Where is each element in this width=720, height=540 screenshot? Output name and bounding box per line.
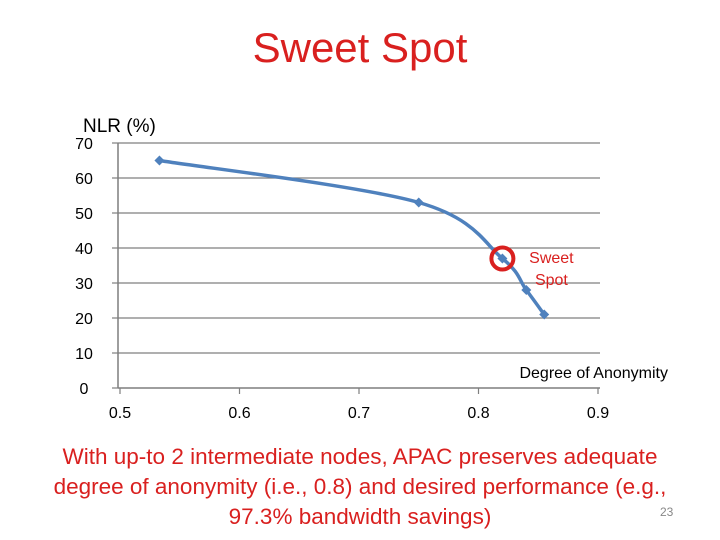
- caption-line: degree of anonymity (i.e., 0.8) and desi…: [53, 474, 667, 499]
- sweet-spot-label: Sweet: [529, 250, 574, 267]
- data-point: [497, 253, 508, 264]
- caption-line: 97.3% bandwidth savings): [228, 504, 492, 529]
- axes: [112, 142, 600, 394]
- y-tick-label: 50: [75, 206, 93, 223]
- x-axis-label: Degree of Anonymity: [519, 365, 668, 382]
- series-line: [159, 158, 546, 316]
- slide-title: Sweet Spot: [252, 24, 468, 71]
- grid-lines: [118, 142, 600, 354]
- slide-caption: With up-to 2 intermediate nodes, APAC pr…: [20, 442, 700, 532]
- data-point: [413, 197, 424, 208]
- sweet-spot-label: Spot: [535, 272, 568, 289]
- y-tick-label: 40: [75, 241, 93, 258]
- y-axis-label: NLR (%): [83, 116, 156, 137]
- annotation: Sweet Spot: [489, 245, 574, 289]
- data-point: [154, 155, 165, 166]
- y-tick-label: 10: [75, 346, 93, 363]
- x-tick-label: 0.8: [467, 405, 489, 422]
- x-tick-label: 0.9: [587, 405, 609, 422]
- y-tick-label: 30: [75, 276, 93, 293]
- sweet-spot-marker: [489, 245, 516, 272]
- tick-labels: 0 10 20 30 40 50 60 70 0.5 0.6 0.7 0.8 0.9: [75, 136, 609, 422]
- slide-number: 23: [660, 505, 674, 519]
- x-tick-label: 0.5: [109, 405, 131, 422]
- data-point: [539, 309, 550, 320]
- x-tick-label: 0.6: [228, 405, 250, 422]
- y-tick-label: 0: [80, 381, 89, 398]
- x-tick-label: 0.7: [348, 405, 370, 422]
- chart: 0 10 20 30 40 50 60 70 0.5 0.6 0.7 0.8 0.9 Sweet Spot…: [75, 116, 668, 422]
- y-tick-label: 20: [75, 311, 93, 328]
- y-tick-label: 60: [75, 171, 93, 188]
- y-tick-label: 70: [75, 136, 93, 153]
- series: [154, 155, 550, 320]
- data-point: [521, 285, 532, 295]
- caption-line: With up-to 2 intermediate nodes, APAC pr…: [62, 444, 658, 469]
